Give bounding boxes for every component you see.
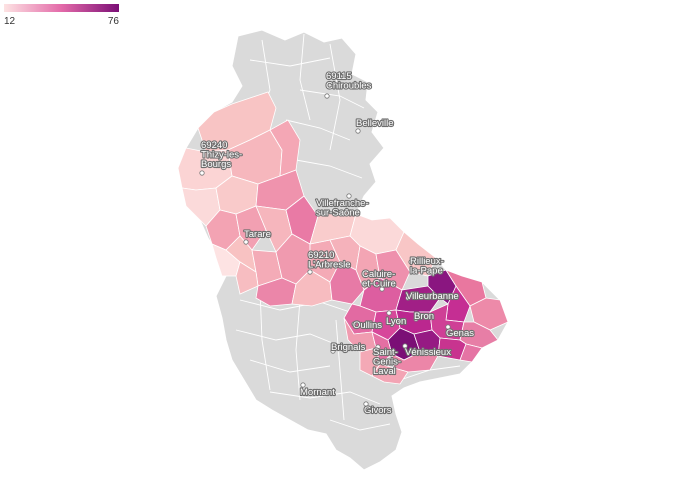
city-marker-saintgenis: Saint-Genis-Laval bbox=[372, 344, 402, 378]
city-marker-chiroubles: 69115 Chiroubles bbox=[324, 70, 373, 99]
city-label-line: Oullins bbox=[353, 320, 382, 331]
city-marker-venissieux: Vénissieux bbox=[402, 343, 452, 359]
city-dot-caluire bbox=[379, 286, 385, 292]
city-dot-thizy bbox=[199, 170, 205, 176]
city-marker-caluire: Caluire-et-Cuire bbox=[361, 268, 397, 292]
city-dot-oullins bbox=[351, 321, 357, 327]
city-label-genas: Genas bbox=[446, 328, 474, 339]
city-label-line: Vénissieux bbox=[405, 347, 451, 358]
city-label-line: Mornant bbox=[300, 387, 335, 398]
city-label-line: Belleville bbox=[356, 118, 394, 129]
city-label-rillieux: Rillieux-la-Pape bbox=[410, 256, 444, 277]
city-label-tarare: Tarare bbox=[244, 229, 271, 240]
city-dot-belleville bbox=[355, 128, 361, 134]
city-label-brignais: Brignais bbox=[331, 342, 366, 353]
city-marker-lyon: Lyon bbox=[385, 310, 407, 328]
city-label-line: la-Pape bbox=[410, 266, 443, 277]
city-label-line: Bron bbox=[414, 311, 434, 322]
city-marker-brignais: Brignais bbox=[330, 341, 367, 354]
city-dot-venissieux bbox=[402, 343, 408, 349]
city-marker-villeurbanne: Villeurbanne bbox=[405, 290, 460, 303]
city-dot-bron bbox=[413, 316, 419, 322]
city-dot-givors bbox=[363, 401, 369, 407]
city-marker-belleville: Belleville bbox=[355, 117, 395, 134]
city-label-bron: Bron bbox=[414, 311, 434, 322]
city-label-line: Caluire- bbox=[362, 269, 395, 280]
legend-min-label: 12 bbox=[4, 16, 16, 27]
city-label-line: Brignais bbox=[331, 342, 366, 353]
city-label-line: 69210 bbox=[308, 250, 334, 261]
legend-max-label: 76 bbox=[108, 16, 120, 27]
city-dot-brignais bbox=[330, 348, 336, 354]
city-label-thizy: 69240 Thizy-les-Bourgs bbox=[201, 140, 242, 170]
city-label-line: Tarare bbox=[244, 229, 271, 240]
city-dot-lyon bbox=[386, 310, 392, 316]
city-dot-saintgenis bbox=[375, 344, 381, 350]
city-label-line: et-Cuire bbox=[362, 279, 396, 290]
city-marker-oullins: Oullins bbox=[351, 319, 383, 332]
city-label-line: Villeurbanne bbox=[406, 291, 459, 302]
city-label-lyon: Lyon bbox=[386, 316, 406, 327]
city-markers: 69115 Chiroubles Belleville 69240 Thizy-les-… bbox=[199, 70, 475, 417]
city-dot-rillieux bbox=[408, 259, 414, 265]
city-label-line: sur-Saône bbox=[316, 208, 360, 219]
city-label-line: Rillieux- bbox=[410, 256, 444, 267]
data-region-west bbox=[177, 91, 357, 307]
city-marker-thizy: 69240 Thizy-les-Bourgs bbox=[199, 139, 243, 176]
data-region-lyon bbox=[329, 213, 509, 385]
city-dot-arbresle bbox=[307, 269, 313, 275]
city-marker-rillieux: Rillieux-la-Pape bbox=[408, 255, 445, 278]
city-label-line: 69240 bbox=[201, 140, 227, 151]
city-marker-arbresle: 69210 L'Arbresle bbox=[307, 249, 352, 275]
legend-gradient bbox=[4, 4, 119, 12]
city-label-givors: Givors bbox=[364, 405, 392, 416]
city-label-saintgenis: Saint-Genis-Laval bbox=[373, 347, 401, 377]
city-marker-tarare: Tarare bbox=[243, 228, 272, 245]
city-label-line: Lyon bbox=[386, 316, 406, 327]
city-dot-villeurbanne bbox=[405, 295, 411, 301]
city-label-line: Bourgs bbox=[201, 159, 231, 170]
city-dot-genas bbox=[445, 324, 451, 330]
city-label-chiroubles: 69115 Chiroubles bbox=[326, 71, 372, 92]
city-marker-mornant: Mornant bbox=[299, 382, 336, 399]
city-dot-villefranche bbox=[346, 193, 352, 199]
city-marker-villefranche: Villefranche-sur-Saône bbox=[315, 193, 370, 220]
city-label-arbresle: 69210 L'Arbresle bbox=[308, 250, 350, 271]
city-label-belleville: Belleville bbox=[356, 118, 394, 129]
city-dot-chiroubles bbox=[324, 93, 330, 99]
city-dot-tarare bbox=[243, 239, 249, 245]
city-label-line: Genas bbox=[446, 328, 474, 339]
city-marker-bron: Bron bbox=[413, 310, 435, 323]
city-marker-genas: Genas bbox=[445, 324, 475, 340]
city-label-line: Givors bbox=[364, 405, 392, 416]
city-label-mornant: Mornant bbox=[300, 387, 335, 398]
city-label-line: Villefranche- bbox=[316, 198, 369, 209]
city-label-line: Saint- bbox=[373, 347, 398, 358]
city-label-line: Chiroubles bbox=[326, 81, 372, 92]
city-label-caluire: Caluire-et-Cuire bbox=[362, 269, 396, 290]
city-label-oullins: Oullins bbox=[353, 320, 382, 331]
commune-borders bbox=[235, 33, 461, 431]
city-label-venissieux: Vénissieux bbox=[405, 347, 451, 358]
city-label-villeurbanne: Villeurbanne bbox=[406, 291, 459, 302]
city-label-line: Laval bbox=[373, 366, 396, 377]
city-dot-mornant bbox=[300, 382, 306, 388]
city-label-line: Thizy-les- bbox=[201, 150, 242, 161]
city-label-line: 69115 bbox=[326, 71, 352, 82]
city-marker-givors: Givors bbox=[363, 401, 393, 417]
city-label-villefranche: Villefranche-sur-Saône bbox=[316, 198, 369, 219]
city-label-line: L'Arbresle bbox=[308, 260, 350, 271]
city-label-line: Genis- bbox=[373, 357, 401, 368]
